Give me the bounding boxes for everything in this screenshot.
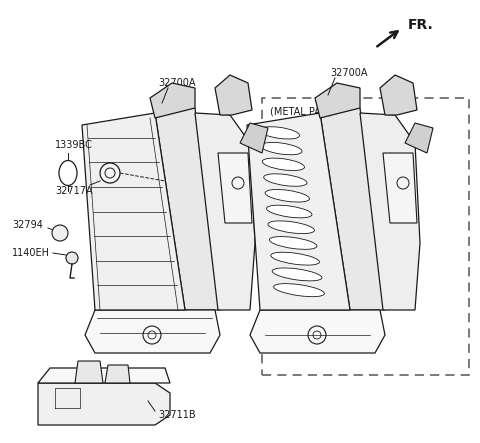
Ellipse shape xyxy=(271,252,319,265)
Polygon shape xyxy=(320,108,385,310)
Ellipse shape xyxy=(274,284,324,297)
Polygon shape xyxy=(380,75,417,115)
Text: 32794: 32794 xyxy=(12,220,43,230)
Bar xyxy=(262,98,469,375)
Polygon shape xyxy=(247,113,350,310)
Ellipse shape xyxy=(269,237,317,249)
Polygon shape xyxy=(82,113,185,310)
Polygon shape xyxy=(215,75,252,115)
Ellipse shape xyxy=(265,190,310,202)
Polygon shape xyxy=(155,108,220,310)
Ellipse shape xyxy=(262,158,304,171)
Ellipse shape xyxy=(259,127,300,139)
Ellipse shape xyxy=(272,268,322,281)
Circle shape xyxy=(66,252,78,264)
Polygon shape xyxy=(38,383,170,425)
Text: 32711B: 32711B xyxy=(158,410,196,420)
Polygon shape xyxy=(85,310,220,353)
Text: 32700A: 32700A xyxy=(158,78,195,88)
Polygon shape xyxy=(218,153,252,223)
Text: 1140EH: 1140EH xyxy=(12,248,50,258)
Polygon shape xyxy=(150,83,195,118)
Circle shape xyxy=(52,225,68,241)
Text: 32717A: 32717A xyxy=(55,186,93,196)
Ellipse shape xyxy=(264,174,307,187)
Ellipse shape xyxy=(268,221,314,233)
Polygon shape xyxy=(105,365,130,383)
Polygon shape xyxy=(250,310,385,353)
Polygon shape xyxy=(360,113,420,310)
Text: (METAL PAD): (METAL PAD) xyxy=(270,106,332,116)
Polygon shape xyxy=(240,123,268,153)
Text: 32700A: 32700A xyxy=(330,68,368,78)
Ellipse shape xyxy=(59,160,77,186)
Ellipse shape xyxy=(261,143,302,155)
Polygon shape xyxy=(195,113,255,310)
Polygon shape xyxy=(383,153,417,223)
Text: 1339BC: 1339BC xyxy=(55,140,93,150)
Circle shape xyxy=(100,163,120,183)
Polygon shape xyxy=(315,83,360,118)
Polygon shape xyxy=(75,361,103,383)
Polygon shape xyxy=(38,368,170,383)
Text: FR.: FR. xyxy=(408,18,434,32)
Polygon shape xyxy=(405,123,433,153)
Ellipse shape xyxy=(266,205,312,218)
